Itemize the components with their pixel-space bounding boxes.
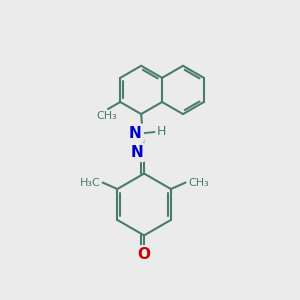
Text: N: N bbox=[129, 126, 142, 141]
Text: N: N bbox=[130, 145, 143, 160]
Text: H: H bbox=[157, 125, 167, 138]
Text: CH₃: CH₃ bbox=[96, 110, 117, 121]
Text: O: O bbox=[138, 247, 151, 262]
Text: H₃C: H₃C bbox=[80, 178, 100, 188]
Text: CH₃: CH₃ bbox=[188, 178, 209, 188]
